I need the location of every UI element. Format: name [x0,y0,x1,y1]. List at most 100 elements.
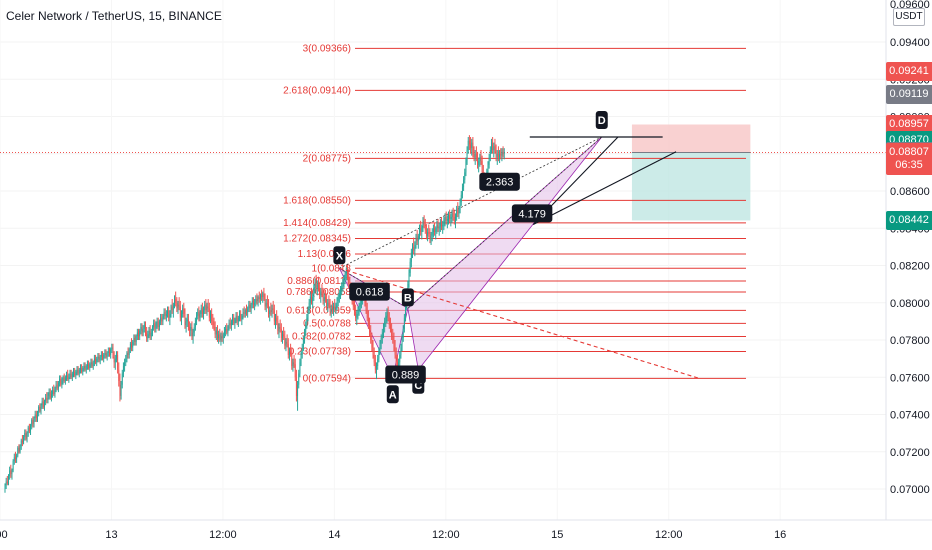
candle-body [244,310,246,314]
candle-body [37,412,38,419]
candle-body [481,161,483,173]
currency-selector[interactable]: USDT [893,8,925,26]
candle-body [212,321,214,326]
candle-body [328,302,330,305]
candle-body [241,315,243,320]
candle-body [250,304,252,309]
candle-body [233,317,235,324]
candle-body [175,299,177,303]
candle-body [428,231,430,234]
candle-body [247,308,249,313]
candle-body [14,457,16,460]
x-axis[interactable]: :00 13 12:00 14 12:00 15 12:00 16 [0,529,786,541]
candle-body [26,433,28,439]
candle-body [459,202,461,208]
candle-body [98,356,100,361]
candlestick-series [4,135,505,493]
candle-body [215,330,217,335]
candle-body [330,308,332,313]
candle-body [304,332,305,340]
candle-body [33,418,35,424]
candle-body [4,485,6,489]
candle-body [201,308,203,314]
candle-body [150,332,152,337]
candle-body [493,146,495,151]
candle-body [99,356,101,361]
point-label-b: B [401,288,414,307]
candle-body [5,481,7,486]
position-zones[interactable] [631,124,751,221]
candle-body [59,379,61,383]
candle-body [143,325,145,329]
ratio-label-bg [385,365,426,384]
candle-body [324,297,326,300]
candle-body [71,373,73,378]
candle-body [102,354,103,359]
candle-body [442,224,444,227]
candle-body [360,299,362,303]
point-label-a-bg [386,385,399,404]
candle-body [472,142,474,154]
candle-body [12,461,14,471]
candle-body [347,271,348,277]
candle-body [129,343,131,350]
candle-body [336,300,338,305]
candle-body [307,310,309,318]
candle-body [28,427,30,432]
candle-body [477,157,478,165]
candle-body [405,306,406,318]
candle-body [358,306,360,311]
fib-level-label: 0.5(0.0788 [303,318,351,329]
candle-body [311,297,312,301]
candle-body [293,362,295,365]
candle-body [266,302,268,305]
candle-body [323,297,325,301]
candle-body [420,228,422,232]
candle-body [450,217,452,219]
candle-body [424,224,426,231]
candle-body [314,282,316,288]
candle-body [366,310,368,318]
candle-body [275,317,276,322]
candle-body [487,164,489,173]
candle-body [390,325,391,329]
y-tick-label: 0.07600 [890,372,930,384]
candle-body [415,237,417,246]
fib-level-label: 1.618(0.08550) [283,195,351,206]
candle-body [67,375,69,380]
candle-body [124,362,126,367]
candle-body [335,304,337,309]
ratio-label-bg [479,172,520,191]
candle-body [151,326,153,333]
candle-body [500,153,502,156]
candle-body [75,371,77,376]
y-tick-label: 0.09400 [890,37,930,49]
pattern-xd-line [339,136,602,269]
candle-body [63,377,65,381]
candle-body [45,397,47,402]
candle-body [62,377,64,381]
candle-body [326,299,328,307]
candle-body [436,224,438,229]
candle-body [342,282,344,286]
candle-body [219,334,221,340]
candle-body [392,336,394,340]
candle-body [34,414,36,419]
candle-body [425,230,427,236]
candle-body [312,297,314,301]
candle-body [435,228,437,232]
candle-body [10,470,12,475]
candle-body [100,354,102,357]
candle-body [229,323,231,326]
candle-body [338,293,340,298]
candle-body [286,341,288,344]
candle-body [138,332,139,337]
candle-body [178,304,180,307]
candle-body [156,321,158,326]
candle-body [206,306,208,311]
x-tick-label: 12:00 [655,529,683,541]
candle-body [315,282,317,288]
xabcd-pattern[interactable] [338,136,603,379]
candle-body [394,347,396,355]
